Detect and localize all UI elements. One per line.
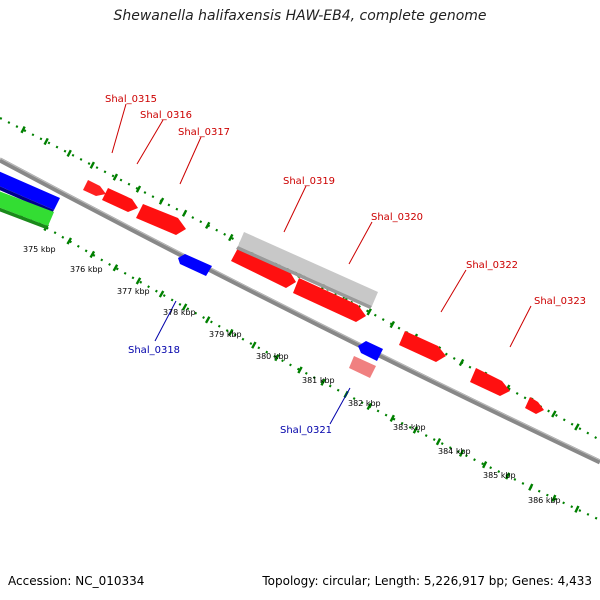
- scale-tick-label: 381 kbp: [302, 376, 335, 385]
- gene-label[interactable]: Shal_0322: [466, 260, 518, 271]
- scale-tick-label: 376 kbp: [70, 265, 103, 274]
- gene-shal-0315[interactable]: [83, 180, 106, 196]
- ring-tick: [574, 423, 580, 431]
- inner-dotted-ring: [0, 199, 600, 521]
- inner-tick-marks: [20, 210, 580, 513]
- gene-shal-0323[interactable]: [470, 368, 510, 396]
- scale-tick-label: 378 kbp: [163, 308, 196, 317]
- ring-tick: [458, 358, 465, 367]
- reverse-gene-left-shade: [0, 186, 54, 213]
- ring-tick: [320, 378, 326, 386]
- ring-tick: [228, 233, 234, 242]
- ring-tick: [66, 237, 73, 245]
- ring-tick: [551, 494, 557, 502]
- gene-label[interactable]: Shal_0315: [105, 94, 157, 105]
- ring-tick: [181, 303, 188, 311]
- ring-tick: [228, 328, 234, 337]
- ring-tick: [89, 250, 96, 259]
- gene-right-blue[interactable]: [358, 341, 383, 361]
- genome-backbone-highlight: [0, 157, 600, 461]
- gene-label[interactable]: Shal_0318: [128, 345, 180, 356]
- gene-label[interactable]: Shal_0317: [178, 127, 230, 138]
- gene-shal-0320[interactable]: [293, 278, 366, 322]
- ring-tick: [135, 277, 142, 285]
- ring-tick: [204, 221, 211, 230]
- green-feature-left-shade: [0, 207, 48, 229]
- ring-tick: [297, 366, 303, 374]
- scale-tick-label: 380 kbp: [256, 352, 289, 361]
- gene-label[interactable]: Shal_0319: [283, 176, 335, 187]
- ring-tick: [389, 414, 395, 422]
- ring-tick: [274, 353, 280, 362]
- ring-tick: [481, 461, 488, 469]
- ring-tick: [89, 161, 95, 169]
- ring-tick: [412, 426, 419, 434]
- accession-text: Accession: NC_010334: [8, 574, 145, 588]
- ring-tick: [528, 483, 534, 491]
- ring-tick: [43, 137, 49, 146]
- scale-tick-label: 375 kbp: [23, 245, 56, 254]
- gene-label[interactable]: Shal_0321: [280, 425, 332, 436]
- scale-tick-label: 382 kbp: [348, 399, 381, 408]
- ring-tick: [389, 320, 396, 329]
- ring-tick: [66, 149, 72, 157]
- scale-tick-label: 385 kbp: [483, 471, 516, 480]
- ring-tick: [135, 185, 142, 193]
- reverse-gene-left[interactable]: [0, 170, 60, 210]
- grey-feature[interactable]: [238, 232, 378, 306]
- scale-tick-label: 383 kbp: [393, 423, 426, 432]
- ring-tick: [158, 290, 165, 298]
- ring-tick: [366, 402, 372, 411]
- ring-tick: [112, 264, 119, 272]
- green-feature-left[interactable]: [0, 190, 54, 226]
- scale-tick-label: 386 kbp: [528, 496, 561, 505]
- ring-tick: [505, 472, 511, 480]
- gene-label[interactable]: Shal_0320: [371, 212, 423, 223]
- genome-summary-text: Topology: circular; Length: 5,226,917 bp…: [262, 574, 592, 588]
- ring-tick: [251, 341, 257, 349]
- scale-tick-label: 379 kbp: [209, 330, 242, 339]
- gene-shal-0322[interactable]: [399, 331, 446, 362]
- ring-tick: [158, 197, 165, 205]
- scale-tick-label: 377 kbp: [117, 287, 150, 296]
- ring-tick: [435, 438, 442, 446]
- gene-shal-0319[interactable]: [231, 248, 296, 288]
- ring-tick: [181, 209, 188, 217]
- ring-tick: [458, 449, 465, 457]
- ring-tick: [20, 126, 26, 134]
- gene-labels: Shal_0315 Shal_0316 Shal_0317 Shal_0318 …: [105, 94, 586, 436]
- ring-tick: [204, 316, 211, 324]
- ring-tick: [112, 173, 119, 181]
- gene-shal-0318[interactable]: [178, 254, 212, 276]
- scale-tick-labels: 375 kbp 376 kbp 377 kbp 378 kbp 379 kbp …: [23, 245, 561, 505]
- ring-tick: [574, 505, 580, 513]
- gene-shal-0317[interactable]: [136, 204, 186, 235]
- ring-tick: [366, 308, 372, 316]
- gene-shal-0316[interactable]: [102, 188, 138, 212]
- genome-backbone: [0, 157, 600, 465]
- scale-tick-label: 384 kbp: [438, 447, 471, 456]
- gene-label[interactable]: Shal_0323: [534, 296, 586, 307]
- gene-label[interactable]: Shal_0316: [140, 110, 192, 121]
- gene-right-edge[interactable]: [525, 397, 544, 414]
- page-title: Shewanella halifaxensis HAW-EB4, complet…: [113, 8, 487, 24]
- grey-feature-shade: [236, 246, 372, 309]
- ring-tick: [551, 410, 557, 418]
- gene-shal-0321[interactable]: [349, 356, 376, 378]
- label-connectors: [111, 103, 532, 425]
